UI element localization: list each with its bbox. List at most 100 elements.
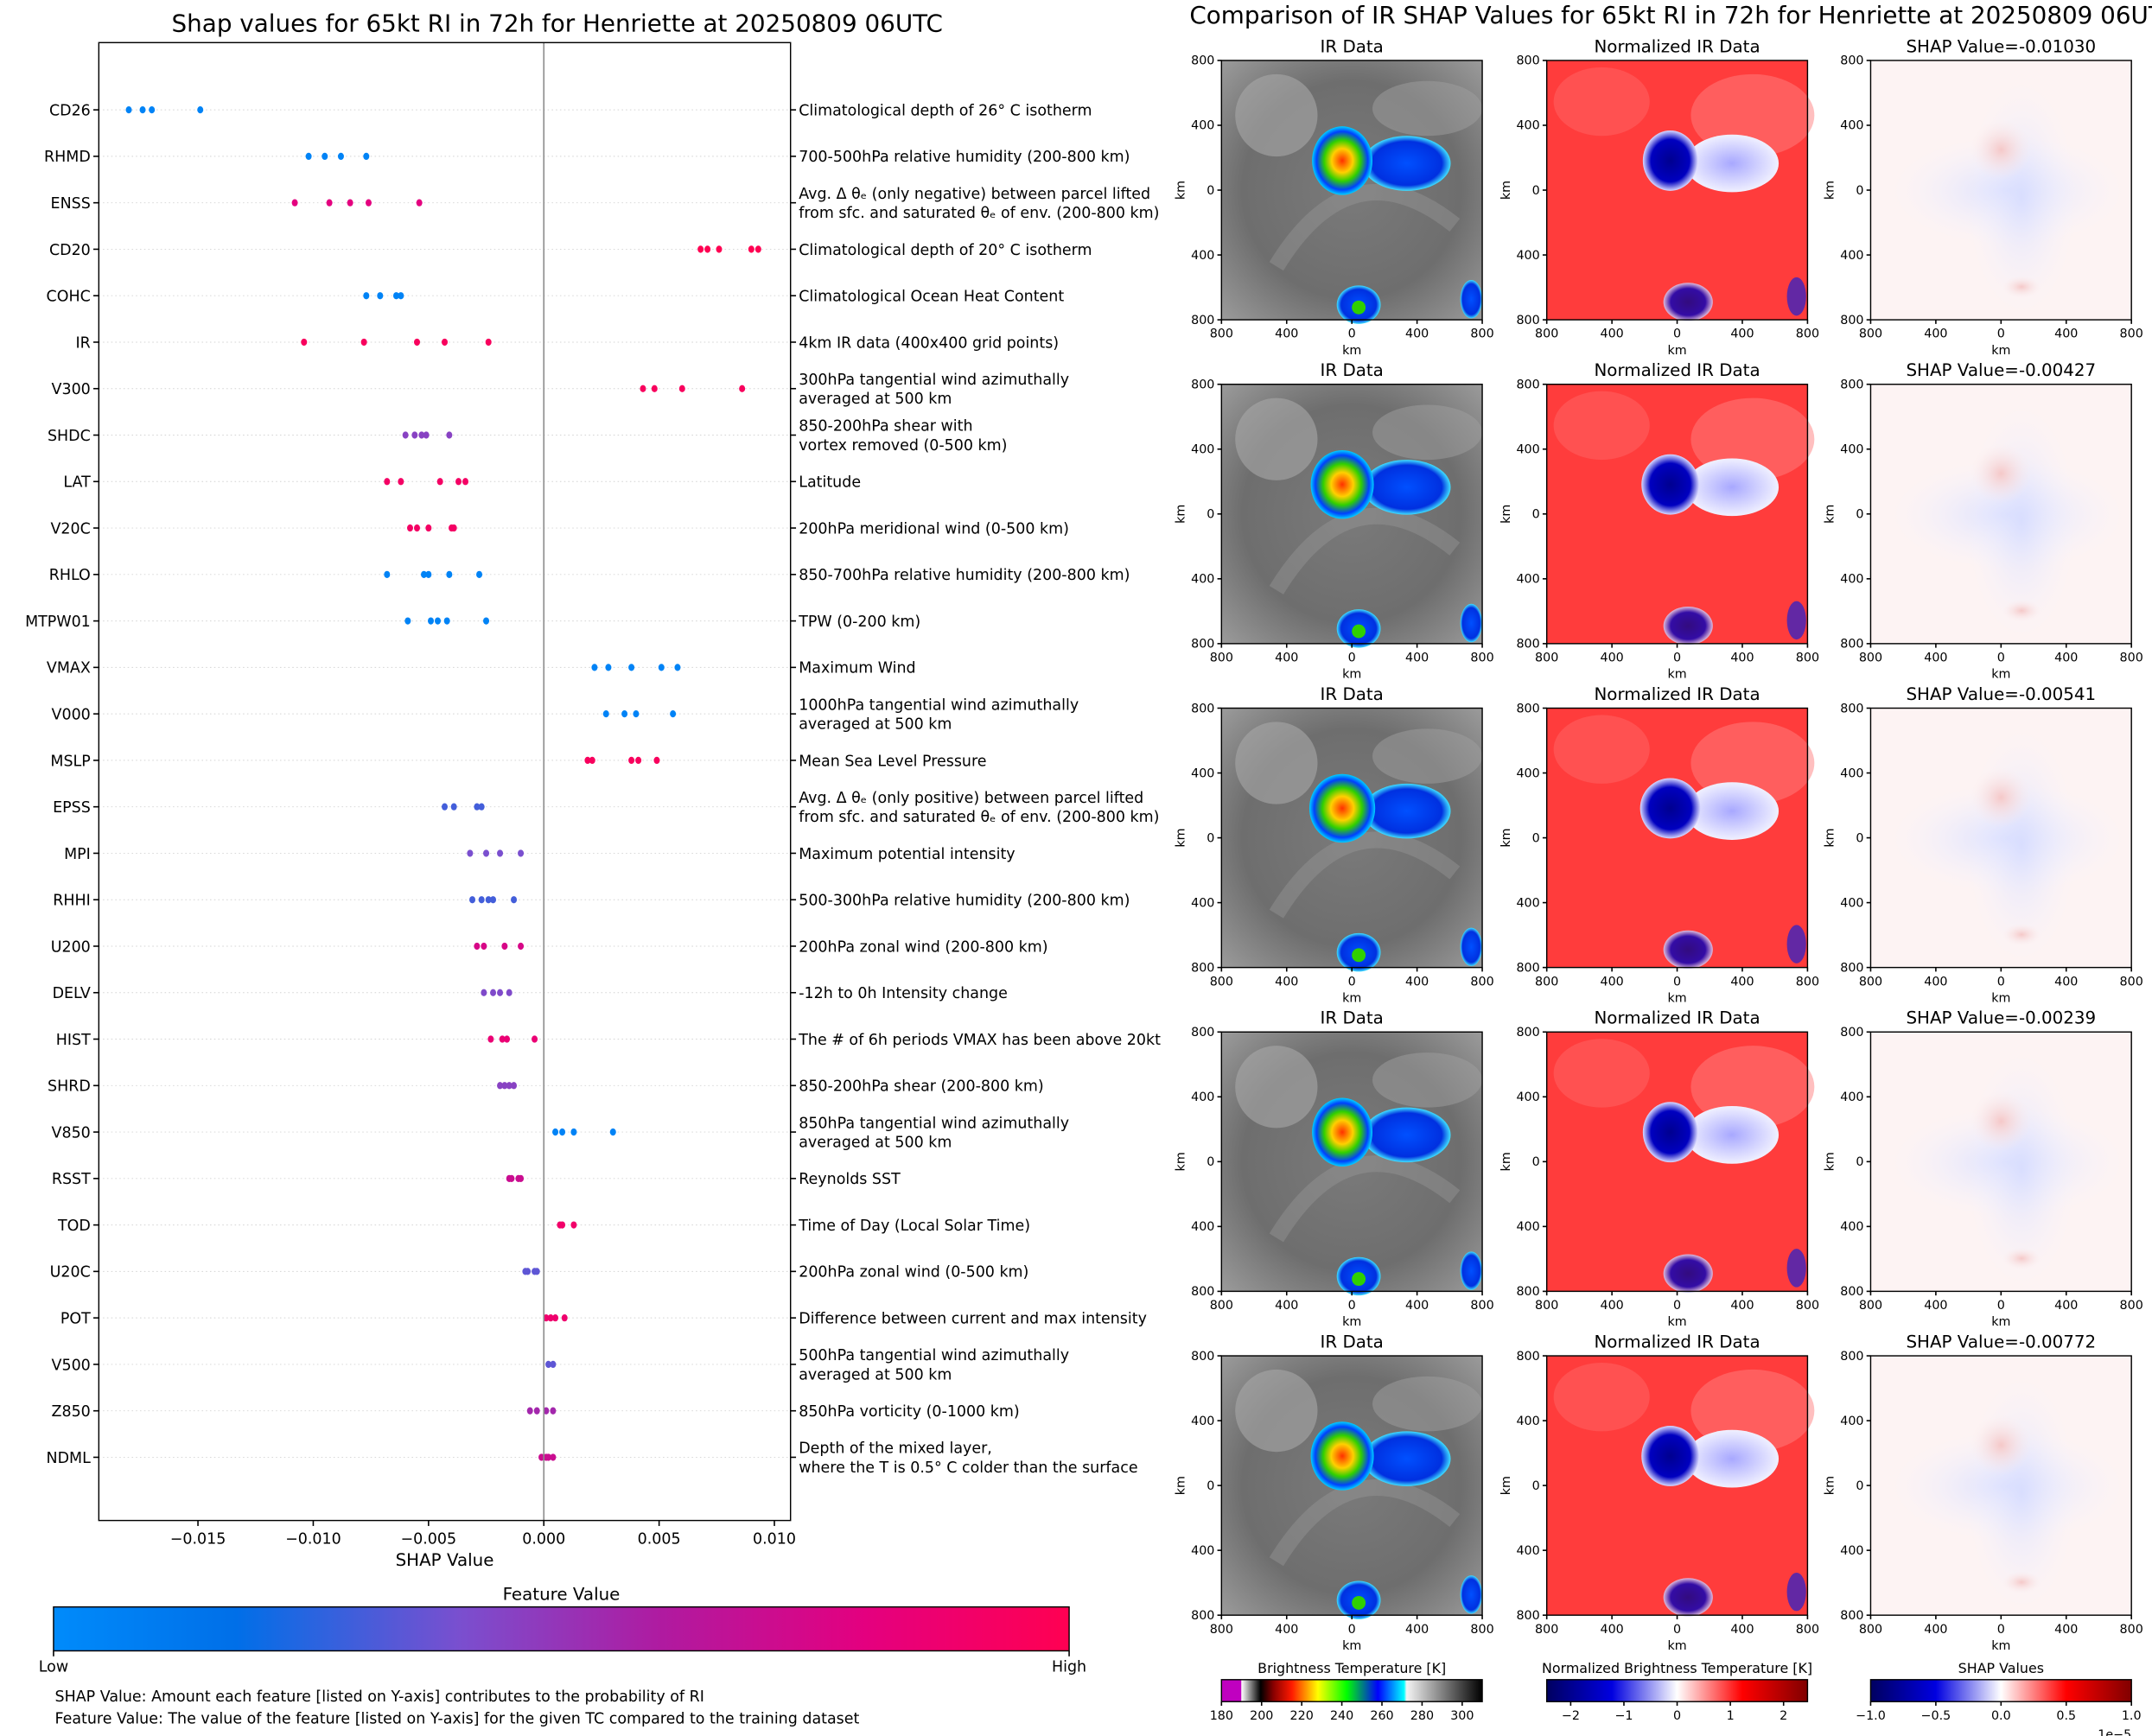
shap-point bbox=[377, 292, 384, 300]
footnote-shap-value: SHAP Value: Amount each feature [listed … bbox=[55, 1688, 704, 1706]
feature-row-rhlo: RHLO 850-700hPa relative humidity (200-80… bbox=[49, 567, 1130, 584]
shap-title-prefix: SHAP Value= bbox=[1906, 1332, 2019, 1352]
y-tick-label: 400 bbox=[1840, 896, 1863, 910]
colorbar-tick-label: 0 bbox=[1673, 1709, 1681, 1723]
colorbar-title: SHAP Values bbox=[1958, 1660, 2044, 1676]
shap-point bbox=[462, 478, 469, 486]
panel-title: Normalized IR Data bbox=[1594, 360, 1760, 380]
shap-point bbox=[621, 710, 628, 718]
x-axis-label: km bbox=[1991, 1639, 2010, 1653]
shap-point bbox=[497, 1082, 504, 1090]
feature-label: SHRD bbox=[48, 1078, 91, 1096]
y-tick-label: 800 bbox=[1191, 638, 1214, 652]
y-tick-label: 400 bbox=[1840, 443, 1863, 457]
colorbar-tick-label: 180 bbox=[1210, 1709, 1233, 1723]
feature-description: Maximum Wind bbox=[799, 660, 915, 677]
y-axis-label: km bbox=[1499, 181, 1513, 200]
y-tick-label: 400 bbox=[1191, 249, 1214, 263]
shap-point bbox=[584, 756, 591, 765]
shap-point bbox=[450, 524, 457, 532]
colorbar-tick-label: 260 bbox=[1370, 1709, 1393, 1723]
colorbar-tick-label: 0.0 bbox=[1991, 1709, 2011, 1723]
y-tick-label: 800 bbox=[1840, 1350, 1863, 1364]
feature-description: 500hPa tangential wind azimuthally bbox=[799, 1347, 1069, 1364]
feature-row-hist: HIST The # of 6h periods VMAX has been ab… bbox=[56, 1032, 1161, 1049]
x-axis-label: km bbox=[1342, 668, 1361, 682]
shap-point bbox=[481, 942, 487, 951]
shap-point bbox=[446, 431, 453, 439]
feature-label: TOD bbox=[57, 1218, 91, 1235]
shap-point bbox=[532, 1035, 538, 1043]
shap-point bbox=[446, 570, 453, 578]
x-tick-label: 800 bbox=[1796, 1623, 1819, 1637]
x-axis-label: km bbox=[1991, 668, 2010, 682]
x-tick-label: 400 bbox=[1600, 1299, 1623, 1313]
panel-image bbox=[1221, 384, 1483, 648]
shap-point bbox=[511, 1082, 518, 1090]
shap-point bbox=[398, 478, 404, 486]
shap-point bbox=[326, 199, 333, 207]
x-tick-label: 800 bbox=[1859, 652, 1882, 665]
shap-point bbox=[363, 152, 370, 161]
feature-description: 850-200hPa shear (200-800 km) bbox=[799, 1078, 1043, 1096]
feature-label: RSST bbox=[52, 1171, 91, 1188]
shap-point bbox=[543, 1407, 550, 1415]
x-tick-label: 0 bbox=[1348, 652, 1356, 665]
feature-description: from sfc. and saturated θₑ of env. (200-… bbox=[799, 809, 1159, 826]
panel-image bbox=[1546, 1032, 1815, 1293]
y-tick-label: 0 bbox=[1532, 508, 1540, 522]
colorbar-title: Brightness Temperature [K] bbox=[1257, 1660, 1446, 1676]
y-tick-label: 400 bbox=[1516, 1091, 1539, 1104]
panel-image bbox=[1546, 1356, 1815, 1617]
shap-value: -0.01030 bbox=[2019, 36, 2096, 56]
feature-row-v000: V000 1000hPa tangential wind azimuthally a… bbox=[52, 696, 1079, 733]
feature-description: where the T is 0.5° C colder than the su… bbox=[799, 1459, 1137, 1477]
feature-rows: CD26 Climatological depth of 26° C isothe… bbox=[25, 102, 1161, 1476]
x-tick-label: 800 bbox=[1796, 327, 1819, 341]
plot-frame bbox=[98, 41, 792, 1522]
x-tick-label: 400 bbox=[1405, 1299, 1429, 1313]
shap-title-prefix: SHAP Value= bbox=[1906, 1008, 2019, 1028]
shap-point bbox=[518, 849, 525, 857]
shap-point bbox=[483, 617, 490, 625]
colorbar-tick-label: 240 bbox=[1330, 1709, 1353, 1723]
feature-description: Avg. Δ θₑ (only negative) between parcel… bbox=[799, 186, 1150, 203]
feature-description: averaged at 500 km bbox=[799, 391, 952, 408]
y-tick-label: 800 bbox=[1191, 1350, 1214, 1364]
feature-label: V500 bbox=[52, 1357, 91, 1374]
shap-title-prefix: SHAP Value= bbox=[1906, 684, 2019, 704]
y-tick-label: 400 bbox=[1191, 1415, 1214, 1428]
x-tick-label: 400 bbox=[1275, 975, 1298, 989]
x-tick-label: 400 bbox=[1275, 1623, 1298, 1637]
panel-image bbox=[1870, 1356, 2132, 1616]
colorbar-title: Normalized Brightness Temperature [K] bbox=[1542, 1660, 1812, 1676]
feature-label: RHHI bbox=[53, 893, 91, 910]
panel-image bbox=[1221, 1356, 1483, 1619]
panel-title: Normalized IR Data bbox=[1594, 1008, 1760, 1028]
feature-label: ENSS bbox=[51, 195, 91, 213]
y-tick-label: 800 bbox=[1516, 702, 1539, 715]
feature-row-rsst: RSST Reynolds SST bbox=[52, 1171, 901, 1188]
y-axis-label: km bbox=[1824, 181, 1837, 200]
panel-title: Normalized IR Data bbox=[1594, 1332, 1760, 1352]
panel-image bbox=[1870, 708, 2132, 968]
feature-value-colorbar: Feature Value Low High bbox=[39, 1585, 1086, 1676]
shap-point bbox=[628, 756, 635, 765]
shap-value: -0.00239 bbox=[2019, 1008, 2096, 1028]
x-tick-label: 800 bbox=[1470, 1623, 1493, 1637]
feature-label: RHLO bbox=[49, 567, 91, 584]
feature-label: DELV bbox=[53, 985, 91, 1002]
shap-point bbox=[518, 1174, 525, 1182]
x-tick-label: 800 bbox=[2120, 1623, 2143, 1637]
feature-row-enss: ENSS Avg. Δ θₑ (only negative) between pa… bbox=[51, 186, 1160, 222]
colorbar-gradient bbox=[53, 1606, 1070, 1652]
panel-image bbox=[1221, 708, 1483, 972]
shap-point bbox=[384, 570, 391, 578]
y-axis-label: km bbox=[1499, 1152, 1513, 1171]
shap-point bbox=[418, 431, 425, 439]
feature-row-delv: DELV -12h to 0h Intensity change bbox=[53, 985, 1008, 1002]
shap-value: -0.00772 bbox=[2019, 1332, 2096, 1352]
